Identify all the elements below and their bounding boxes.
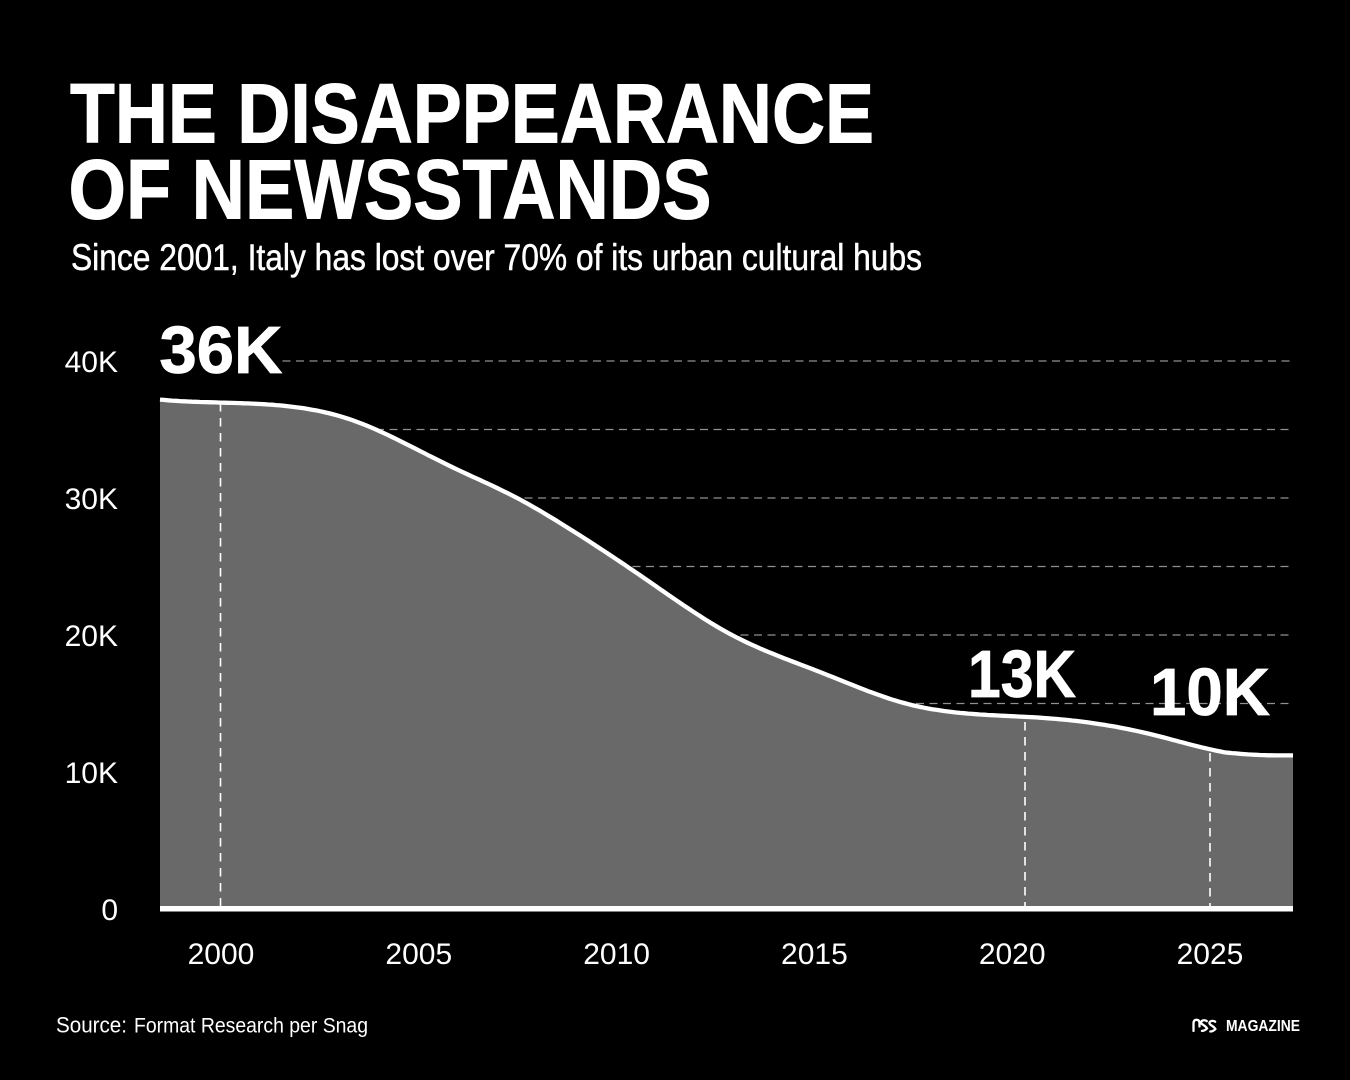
svg-text:MAGAZINE: MAGAZINE xyxy=(1226,1018,1300,1035)
svg-text:2010: 2010 xyxy=(583,938,650,971)
svg-text:2000: 2000 xyxy=(188,938,255,971)
svg-text:2005: 2005 xyxy=(385,938,452,971)
svg-text:30K: 30K xyxy=(65,483,118,516)
svg-text:Format Research per Snag: Format Research per Snag xyxy=(134,1014,368,1038)
svg-text:OF NEWSSTANDS: OF NEWSSTANDS xyxy=(69,142,712,236)
svg-text:13K: 13K xyxy=(968,637,1076,712)
svg-text:40K: 40K xyxy=(65,346,118,379)
svg-text:THE DISAPPEARANCE: THE DISAPPEARANCE xyxy=(70,66,874,160)
svg-text:20K: 20K xyxy=(65,620,118,653)
svg-text:2025: 2025 xyxy=(1177,938,1244,971)
svg-text:Source:: Source: xyxy=(56,1013,127,1038)
svg-text:36K: 36K xyxy=(160,313,283,388)
svg-text:0: 0 xyxy=(101,894,118,927)
svg-text:2015: 2015 xyxy=(781,938,848,971)
svg-text:10K: 10K xyxy=(65,757,118,790)
svg-text:Since 2001, Italy has lost ove: Since 2001, Italy has lost over 70% of i… xyxy=(71,237,922,278)
svg-text:2020: 2020 xyxy=(979,938,1046,971)
svg-text:10K: 10K xyxy=(1150,655,1270,730)
